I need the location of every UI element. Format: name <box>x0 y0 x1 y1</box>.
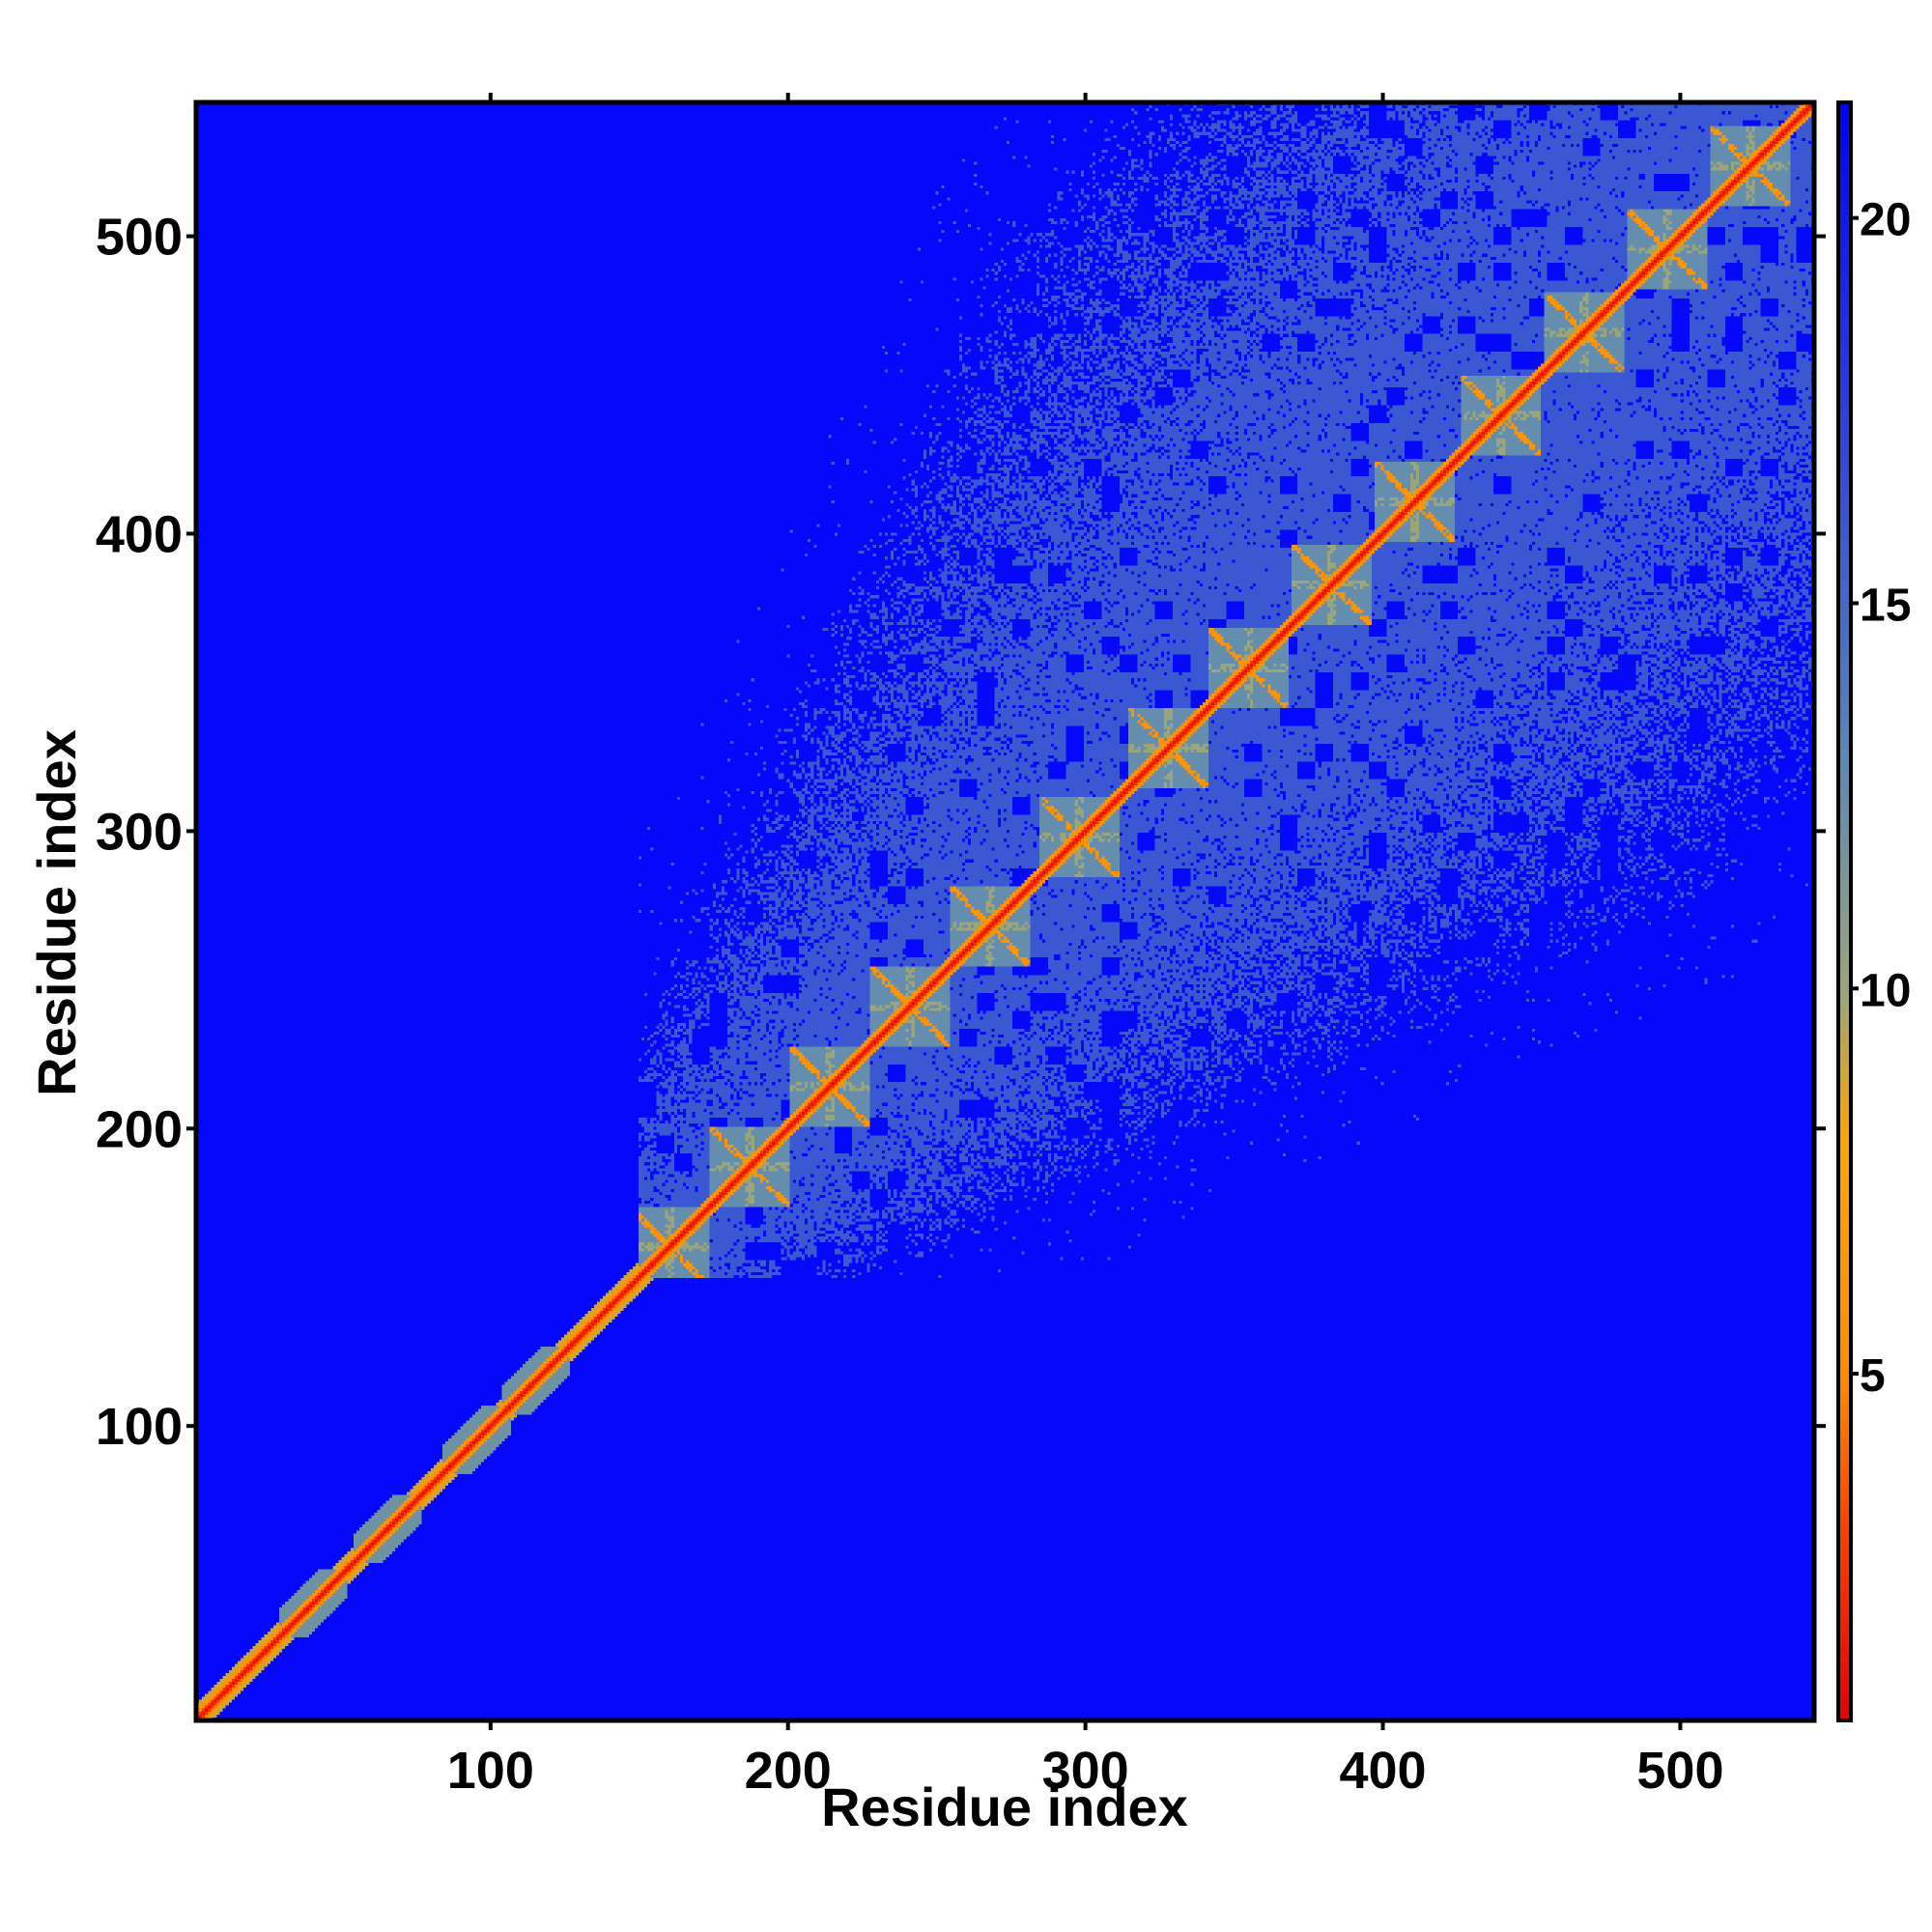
x-tick-label: 500 <box>1636 1742 1723 1800</box>
x-tick-label: 100 <box>447 1742 534 1800</box>
y-tick-label: 100 <box>96 1398 183 1456</box>
y-axis-title: Residue index <box>26 729 87 1096</box>
colorbar-tick-label: 15 <box>1860 580 1911 631</box>
x-tick-label: 400 <box>1339 1742 1426 1800</box>
plot-area <box>196 102 1814 1720</box>
x-tick-label: 300 <box>1042 1742 1129 1800</box>
x-axis-title: Residue index <box>821 1776 1188 1837</box>
y-tick-label: 300 <box>96 803 183 861</box>
y-tick-label: 400 <box>96 505 183 563</box>
colorbar-bar <box>1836 100 1853 1722</box>
x-tick-label: 200 <box>745 1742 832 1800</box>
colorbar-tick-label: 20 <box>1860 195 1911 246</box>
plot-frame <box>193 99 1817 1723</box>
heatmap-matrix <box>196 102 1814 1720</box>
axes: 100 200 300 400 500 100 200 300 400 500 <box>96 93 1817 1800</box>
colorbar-tick-label: 10 <box>1860 965 1911 1016</box>
y-tick-label: 500 <box>96 209 183 267</box>
colorbar-tick-label: 5 <box>1860 1350 1886 1402</box>
y-tick-label: 200 <box>96 1100 183 1158</box>
colorbar: 5 10 15 20 <box>1816 100 1911 1722</box>
